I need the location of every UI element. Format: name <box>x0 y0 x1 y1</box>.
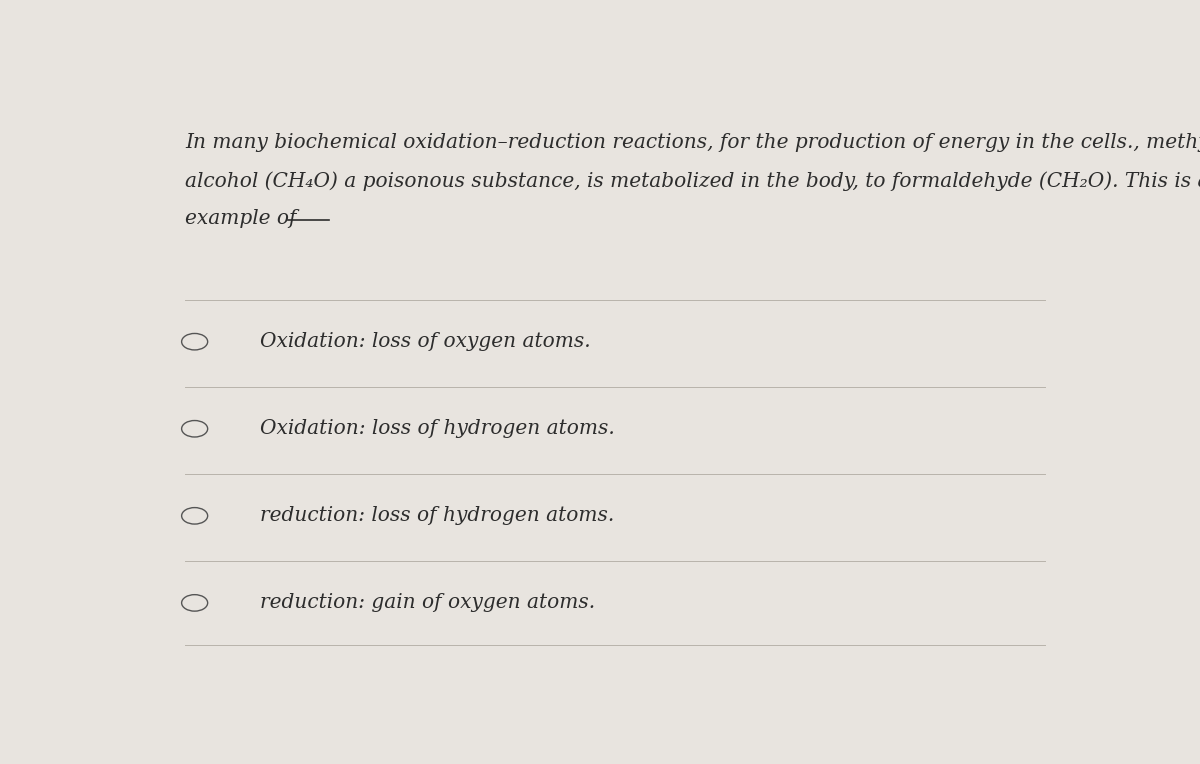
Text: reduction: loss of hydrogen atoms.: reduction: loss of hydrogen atoms. <box>259 507 614 526</box>
Text: reduction: gain of oxygen atoms.: reduction: gain of oxygen atoms. <box>259 594 595 613</box>
Text: alcohol (CH₄O) a poisonous substance, is metabolized in the body, to formaldehyd: alcohol (CH₄O) a poisonous substance, is… <box>185 171 1200 191</box>
Text: Oxidation: loss of oxygen atoms.: Oxidation: loss of oxygen atoms. <box>259 332 590 351</box>
Text: Oxidation: loss of hydrogen atoms.: Oxidation: loss of hydrogen atoms. <box>259 419 614 439</box>
Text: example of: example of <box>185 209 296 228</box>
Text: In many biochemical oxidation–reduction reactions, for the production of energy : In many biochemical oxidation–reduction … <box>185 133 1200 152</box>
